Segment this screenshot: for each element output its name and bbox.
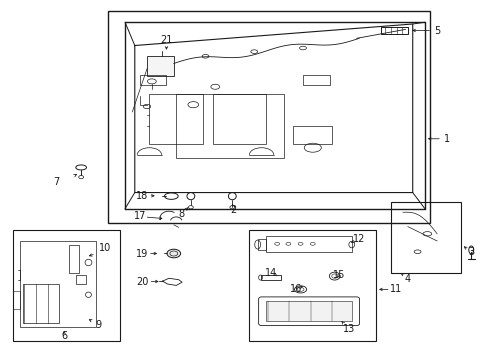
Text: 16: 16 — [289, 284, 301, 294]
Bar — [20, 241, 96, 327]
Text: 12: 12 — [352, 234, 365, 244]
Bar — [13, 230, 120, 341]
Bar — [22, 284, 59, 323]
Text: 18: 18 — [136, 191, 148, 201]
Text: 19: 19 — [136, 248, 148, 258]
Text: 3: 3 — [467, 247, 473, 257]
Text: 6: 6 — [61, 331, 67, 341]
Text: 8: 8 — [178, 209, 184, 219]
Bar — [260, 275, 281, 280]
Text: 21: 21 — [160, 35, 172, 45]
Text: 7: 7 — [54, 177, 60, 187]
Bar — [147, 56, 173, 76]
Text: 10: 10 — [99, 243, 111, 253]
Text: 11: 11 — [389, 284, 401, 294]
Bar — [390, 202, 461, 273]
Text: 1: 1 — [443, 134, 449, 144]
Bar — [266, 301, 351, 320]
Text: 20: 20 — [136, 277, 148, 287]
Ellipse shape — [166, 249, 180, 258]
Bar — [149, 94, 203, 144]
Text: 9: 9 — [95, 320, 101, 330]
Text: 15: 15 — [333, 270, 345, 280]
Bar — [303, 75, 329, 85]
Text: 5: 5 — [433, 26, 439, 36]
Text: 13: 13 — [343, 324, 355, 334]
Text: 17: 17 — [133, 211, 145, 221]
Bar — [257, 239, 266, 250]
Bar — [293, 126, 331, 144]
Text: 14: 14 — [264, 268, 277, 278]
Bar — [266, 235, 351, 252]
Bar — [108, 12, 429, 223]
Bar — [13, 291, 20, 309]
Text: 2: 2 — [230, 206, 236, 216]
Bar — [140, 75, 166, 85]
Bar — [76, 275, 86, 284]
Bar — [69, 244, 79, 273]
Bar — [249, 230, 375, 341]
Bar — [176, 94, 283, 158]
Bar — [380, 27, 407, 34]
Bar — [212, 94, 266, 144]
Text: 4: 4 — [404, 274, 410, 284]
